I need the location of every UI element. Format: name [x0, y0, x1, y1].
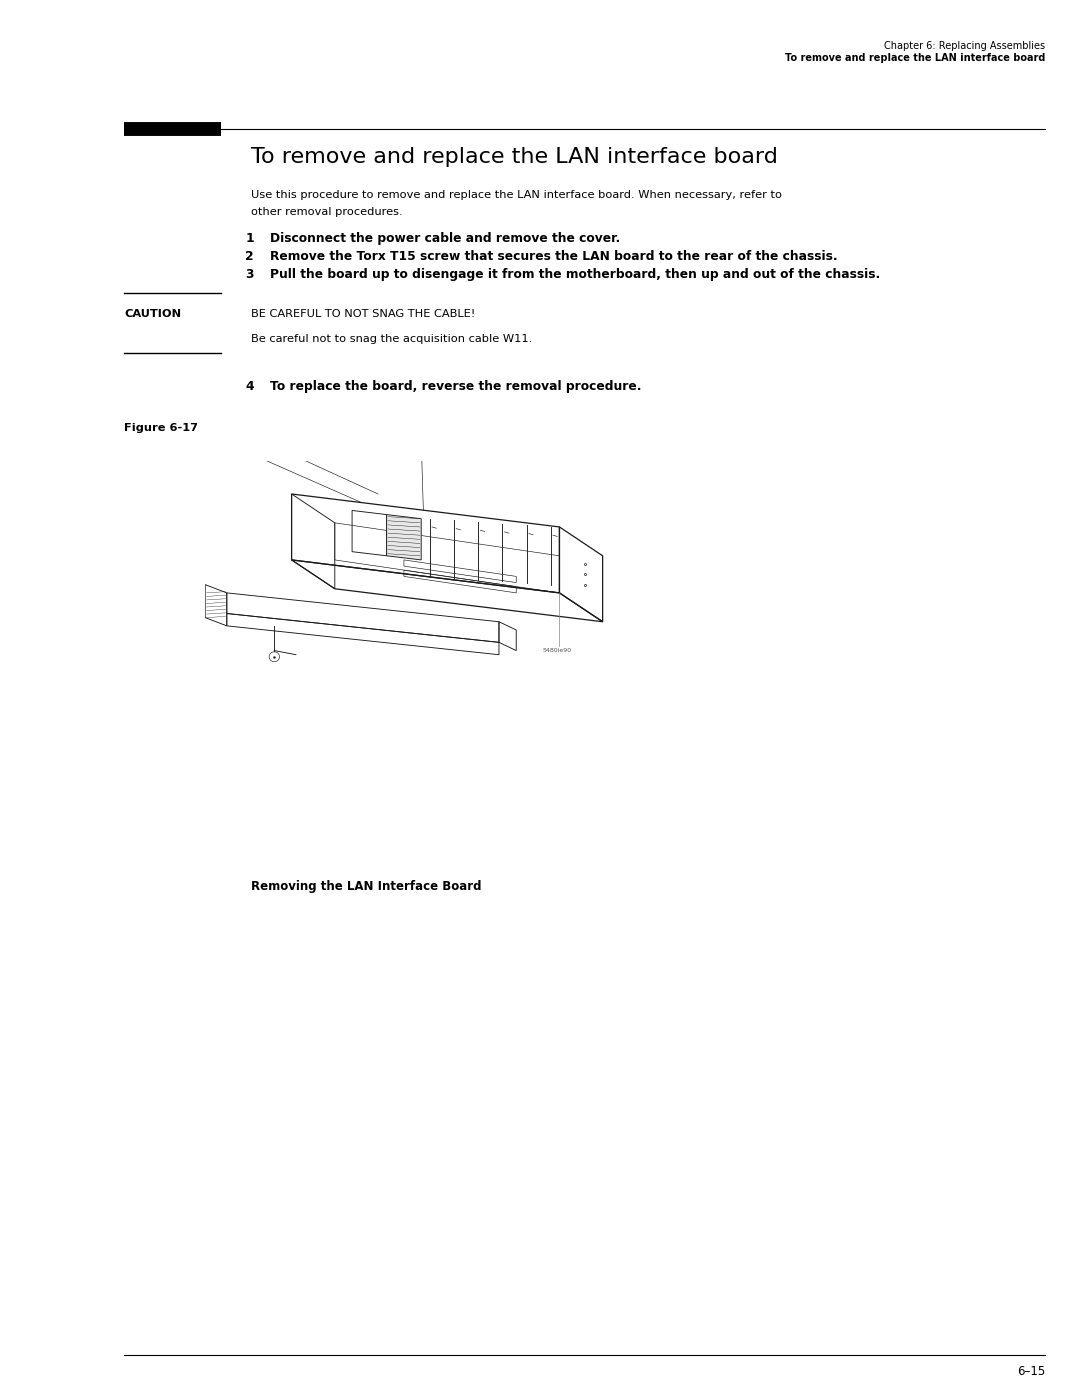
Text: 5480ie90: 5480ie90 — [542, 648, 571, 652]
Text: To replace the board, reverse the removal procedure.: To replace the board, reverse the remova… — [270, 380, 642, 393]
Text: 1: 1 — [245, 232, 254, 244]
Text: Be careful not to snag the acquisition cable W11.: Be careful not to snag the acquisition c… — [251, 334, 531, 344]
Text: 6–15: 6–15 — [1017, 1365, 1045, 1377]
Text: Figure 6-17: Figure 6-17 — [124, 423, 199, 433]
Text: CAUTION: CAUTION — [124, 309, 181, 319]
Text: 2: 2 — [245, 250, 254, 263]
Text: 3: 3 — [245, 268, 254, 281]
Text: To remove and replace the LAN interface board: To remove and replace the LAN interface … — [785, 53, 1045, 63]
Text: Chapter 6: Replacing Assemblies: Chapter 6: Replacing Assemblies — [885, 41, 1045, 50]
Text: Pull the board up to disengage it from the motherboard, then up and out of the c: Pull the board up to disengage it from t… — [270, 268, 880, 281]
Text: other removal procedures.: other removal procedures. — [251, 207, 402, 217]
Text: 4: 4 — [245, 380, 254, 393]
Text: Removing the LAN Interface Board: Removing the LAN Interface Board — [251, 880, 481, 893]
Text: Remove the Torx T15 screw that secures the LAN board to the rear of the chassis.: Remove the Torx T15 screw that secures t… — [270, 250, 838, 263]
Text: Use this procedure to remove and replace the LAN interface board. When necessary: Use this procedure to remove and replace… — [251, 190, 782, 200]
Text: To remove and replace the LAN interface board: To remove and replace the LAN interface … — [251, 147, 778, 166]
Text: Disconnect the power cable and remove the cover.: Disconnect the power cable and remove th… — [270, 232, 620, 244]
Polygon shape — [387, 514, 421, 560]
Text: BE CAREFUL TO NOT SNAG THE CABLE!: BE CAREFUL TO NOT SNAG THE CABLE! — [251, 309, 475, 319]
